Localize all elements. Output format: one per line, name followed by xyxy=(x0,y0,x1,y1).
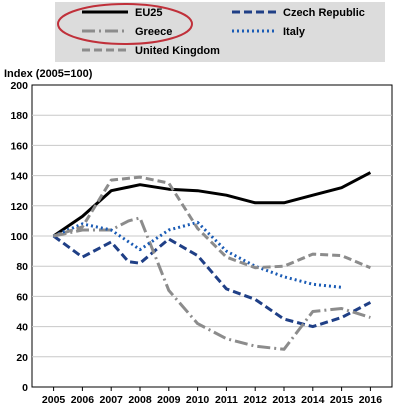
y-tick-label-0: 0 xyxy=(22,382,28,394)
legend-label-greece: Greece xyxy=(135,26,172,38)
x-tick-label-2007: 2007 xyxy=(100,394,124,406)
plot-area: 0 20 40 60 80 100 120 140 160 180 200 2005 2006 2007 2… xyxy=(10,80,393,406)
series-line-italy xyxy=(53,220,342,289)
series-line-czech-republic xyxy=(52,234,372,329)
y-tick-label-140: 140 xyxy=(10,171,28,183)
y-tick-label-40: 40 xyxy=(16,322,28,334)
y-tick-label-100: 100 xyxy=(10,231,28,243)
x-tick-label-2009: 2009 xyxy=(157,394,181,406)
highlight-ellipse-annotation xyxy=(57,3,193,45)
y-tick-label-200: 200 xyxy=(10,80,28,92)
legend: EU25 Greece United Kingdom Czech Republi… xyxy=(55,2,385,62)
x-tick-label-2010: 2010 xyxy=(186,394,210,406)
x-tick-label-2016: 2016 xyxy=(359,394,383,406)
y-tick-label-160: 160 xyxy=(10,140,28,152)
legend-label-eu25: EU25 xyxy=(135,7,163,19)
series-line-eu25 xyxy=(52,171,372,238)
y-tick-label-80: 80 xyxy=(16,261,28,273)
x-tick-label-2012: 2012 xyxy=(244,394,268,406)
y-tick-label-60: 60 xyxy=(16,291,28,303)
x-tick-label-2014: 2014 xyxy=(301,394,325,406)
legend-label-italy: Italy xyxy=(283,26,306,38)
x-tick-label-2015: 2015 xyxy=(330,394,354,406)
x-tick-label-2013: 2013 xyxy=(272,394,296,406)
y-tick-label-20: 20 xyxy=(16,352,28,364)
x-tick-label-2005: 2005 xyxy=(42,394,66,406)
legend-label-czech-republic: Czech Republic xyxy=(283,7,365,19)
series-line-united-kingdom xyxy=(53,175,371,270)
x-tick-label-2011: 2011 xyxy=(215,394,238,406)
legend-label-united-kingdom: United Kingdom xyxy=(135,45,220,57)
y-tick-label-180: 180 xyxy=(10,110,28,122)
y-tick-label-120: 120 xyxy=(10,201,28,213)
y-axis-label: Index (2005=100) xyxy=(4,68,93,80)
x-tick-label-2006: 2006 xyxy=(71,394,95,406)
x-tick-label-2008: 2008 xyxy=(128,394,152,406)
